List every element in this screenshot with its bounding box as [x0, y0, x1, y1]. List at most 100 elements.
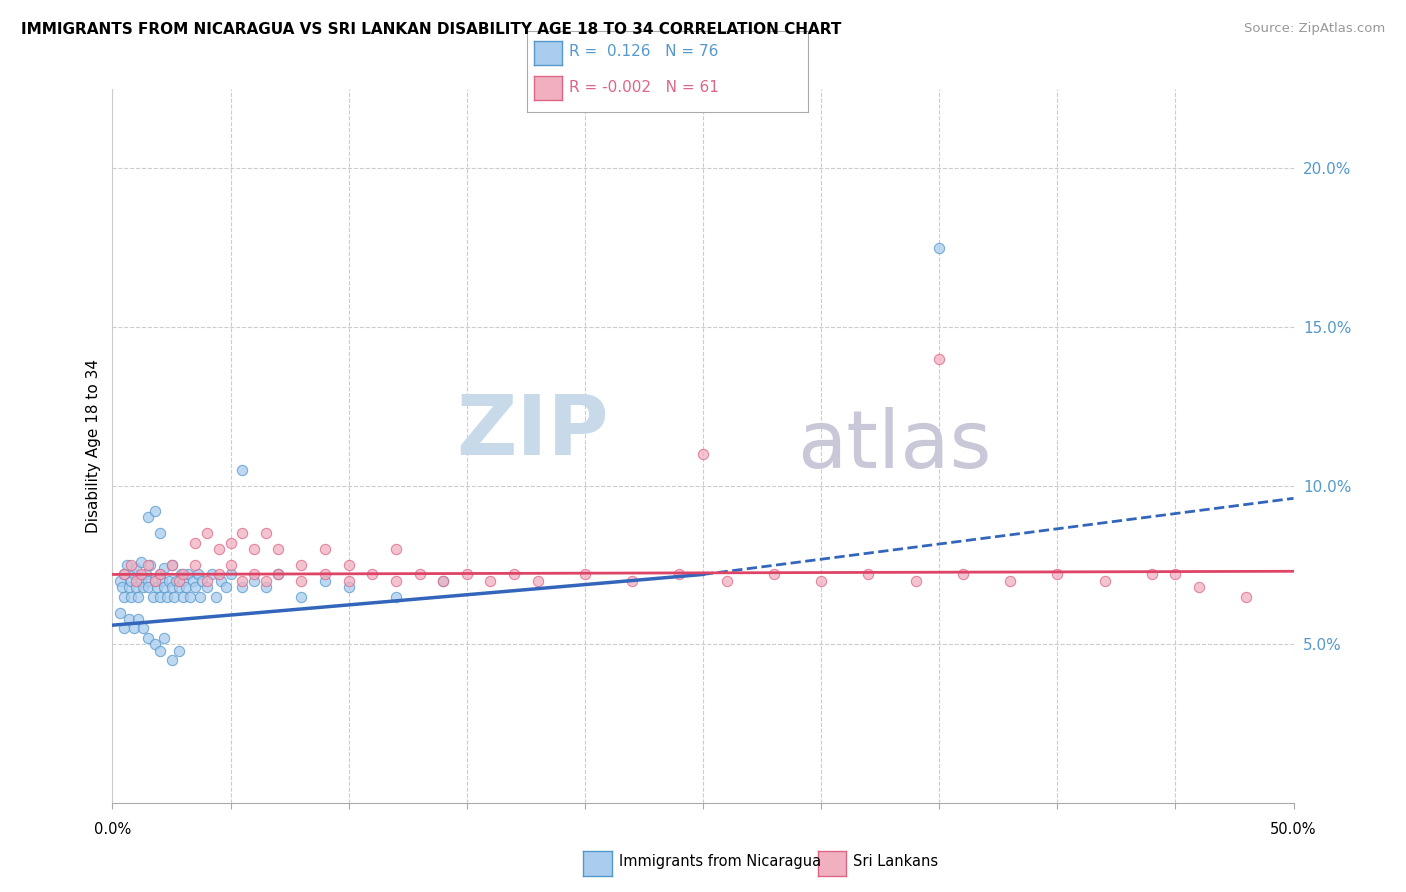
Point — [184, 580, 207, 594]
Point — [181, 574, 204, 588]
Point — [142, 590, 165, 604]
Point — [188, 590, 211, 604]
Point — [1046, 567, 1069, 582]
Point — [139, 558, 162, 572]
Point — [208, 542, 231, 557]
Point — [432, 574, 454, 588]
Point — [129, 567, 152, 582]
Point — [904, 574, 927, 588]
Point — [125, 561, 148, 575]
Point — [858, 567, 880, 582]
Point — [167, 643, 190, 657]
Point — [174, 580, 197, 594]
Point — [112, 567, 135, 582]
Point — [167, 580, 190, 594]
Point — [153, 631, 176, 645]
Point — [149, 643, 172, 657]
Point — [219, 558, 242, 572]
Point — [290, 590, 312, 604]
Point — [136, 558, 159, 572]
Text: Immigrants from Nicaragua: Immigrants from Nicaragua — [619, 855, 821, 869]
Point — [290, 558, 312, 572]
Point — [385, 542, 408, 557]
Point — [112, 590, 135, 604]
Text: atlas: atlas — [797, 407, 991, 485]
Point — [177, 567, 200, 582]
Point — [215, 580, 238, 594]
Point — [143, 637, 166, 651]
Point — [122, 567, 145, 582]
Point — [136, 510, 159, 524]
Point — [408, 567, 430, 582]
Point — [195, 574, 218, 588]
Y-axis label: Disability Age 18 to 34: Disability Age 18 to 34 — [86, 359, 101, 533]
Point — [108, 574, 131, 588]
Point — [160, 558, 183, 572]
Point — [243, 542, 266, 557]
Point — [1234, 590, 1257, 604]
Point — [208, 567, 231, 582]
Point — [179, 590, 201, 604]
Text: ZIP: ZIP — [456, 392, 609, 472]
Point — [143, 574, 166, 588]
Point — [129, 555, 152, 569]
Point — [118, 612, 141, 626]
Point — [1094, 574, 1116, 588]
Point — [254, 526, 277, 541]
Point — [314, 567, 336, 582]
Point — [108, 606, 131, 620]
Point — [243, 567, 266, 582]
Point — [146, 580, 169, 594]
Point — [1188, 580, 1211, 594]
Point — [136, 574, 159, 588]
Point — [150, 574, 173, 588]
Point — [998, 574, 1021, 588]
Point — [127, 590, 149, 604]
Point — [160, 558, 183, 572]
Point — [254, 580, 277, 594]
Point — [143, 574, 166, 588]
Point — [184, 558, 207, 572]
Point — [195, 526, 218, 541]
Point — [928, 241, 950, 255]
Point — [361, 567, 384, 582]
Text: Source: ZipAtlas.com: Source: ZipAtlas.com — [1244, 22, 1385, 36]
Point — [160, 653, 183, 667]
Point — [574, 567, 596, 582]
Point — [170, 567, 193, 582]
Text: Sri Lankans: Sri Lankans — [853, 855, 939, 869]
Point — [1164, 567, 1187, 582]
Point — [928, 351, 950, 366]
Point — [195, 580, 218, 594]
Point — [503, 567, 526, 582]
Point — [231, 580, 253, 594]
Point — [314, 574, 336, 588]
Point — [209, 574, 232, 588]
Point — [456, 567, 478, 582]
Point — [314, 542, 336, 557]
Point — [621, 574, 644, 588]
Point — [136, 580, 159, 594]
Point — [219, 535, 242, 549]
Point — [157, 574, 180, 588]
Point — [201, 567, 224, 582]
Point — [172, 574, 194, 588]
Point — [112, 567, 135, 582]
Point — [267, 542, 290, 557]
Point — [186, 567, 208, 582]
Point — [692, 447, 714, 461]
Point — [143, 504, 166, 518]
Point — [127, 612, 149, 626]
Point — [231, 526, 253, 541]
Point — [111, 580, 134, 594]
Text: R =  0.126   N = 76: R = 0.126 N = 76 — [569, 45, 718, 59]
Point — [172, 590, 194, 604]
Point — [118, 580, 141, 594]
Point — [156, 590, 179, 604]
Point — [1140, 567, 1163, 582]
Point — [219, 567, 242, 582]
Point — [120, 558, 142, 572]
Point — [243, 574, 266, 588]
Text: 50.0%: 50.0% — [1270, 822, 1317, 837]
Point — [716, 574, 738, 588]
